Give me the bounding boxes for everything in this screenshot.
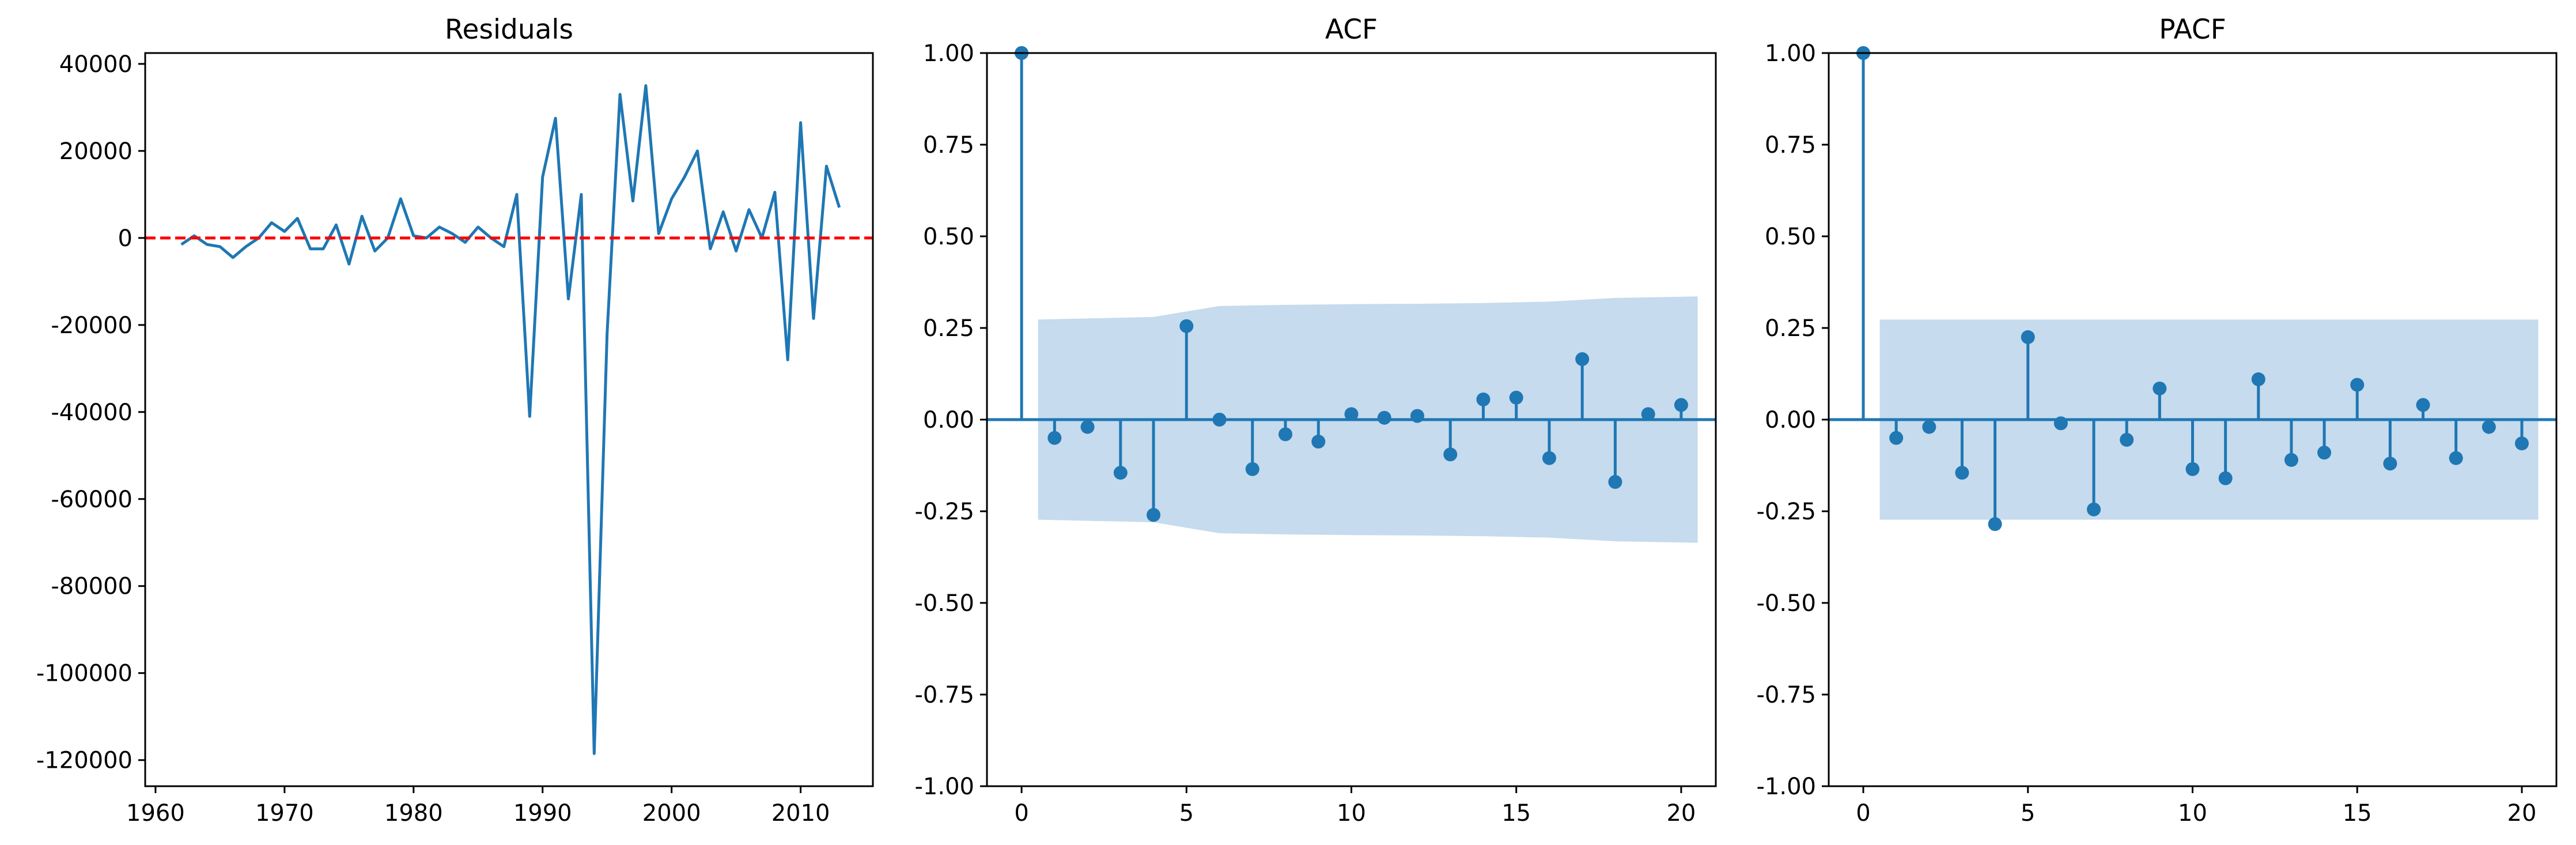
stem-marker [1047, 431, 1062, 445]
stem-marker [1410, 409, 1424, 423]
stem-marker [2514, 436, 2529, 451]
stem-marker [2053, 416, 2068, 431]
stem-marker [2218, 471, 2233, 485]
chart-title: Residuals [445, 14, 573, 46]
x-tick-label: 2010 [771, 800, 830, 827]
acf-panel: 0 5 10 15 20 1.00 0.75 0.50 0.25 0.00 -0.25 -0.50 -0… [915, 14, 1717, 827]
y-tick-label: 20000 [59, 138, 133, 165]
axes-frame [144, 52, 874, 787]
y-tick-label: -60000 [51, 486, 133, 513]
stem-marker [1212, 413, 1227, 427]
stem-marker [2350, 378, 2365, 392]
x-tick-label: 1980 [384, 800, 443, 827]
x-tick-label: 10 [2178, 800, 2207, 827]
stem-marker [1179, 319, 1194, 333]
residual-line [180, 84, 841, 755]
stem-marker [1509, 390, 1523, 405]
x-tick-label: 1960 [126, 800, 185, 827]
stem-marker [1674, 398, 1688, 412]
stem-marker [1377, 410, 1391, 425]
stem-marker [1344, 407, 1359, 421]
stem-marker [1542, 451, 1556, 465]
y-tick-label: -0.50 [1757, 590, 1817, 617]
stem-marker [2251, 372, 2265, 387]
stem-marker [1443, 447, 1458, 462]
stem-marker [2482, 420, 2496, 434]
y-tick-label: 0.75 [1765, 132, 1816, 159]
stem-marker [2383, 457, 2397, 471]
stem-marker [1955, 466, 1969, 480]
y-tick-label: 0.75 [923, 132, 974, 159]
y-tick-label: -0.25 [915, 499, 975, 525]
y-tick-label: -0.75 [915, 682, 975, 708]
stem-marker [1278, 427, 1293, 442]
stem-marker [2185, 462, 2200, 476]
y-tick-label: 0.50 [923, 224, 974, 250]
y-tick-label: -0.75 [1757, 682, 1817, 708]
x-tick-label: 0 [1856, 800, 1870, 827]
stem-marker [1575, 352, 1590, 367]
y-tick-label: -0.25 [1757, 499, 1817, 525]
chart-title: ACF [1325, 14, 1378, 46]
y-tick-label: -0.50 [915, 590, 975, 617]
stem-marker [1889, 431, 1904, 445]
y-tick-label: -80000 [51, 574, 133, 600]
y-tick-label: -100000 [36, 661, 133, 687]
stem-marker [1113, 466, 1128, 480]
y-tick-label: 0.25 [1765, 315, 1816, 342]
x-tick-label: 5 [2021, 800, 2035, 827]
y-tick-label: 0.00 [923, 407, 974, 433]
y-tick-label: 0.50 [1765, 224, 1816, 250]
x-tick-label: 15 [1501, 800, 1531, 827]
stem-marker [1922, 420, 1936, 434]
x-tick-label: 5 [1179, 800, 1194, 827]
y-tick-label: 40000 [59, 51, 133, 78]
x-tick-label: 10 [1337, 800, 1366, 827]
y-tick-label: -120000 [36, 748, 133, 774]
x-tick-label: 1990 [513, 800, 572, 827]
y-tick-label: 0.25 [923, 315, 974, 342]
plot-area [1829, 53, 2556, 525]
stem-marker [2317, 446, 2332, 460]
y-tick-label: -1.00 [1757, 774, 1817, 800]
x-tick-label: 20 [1666, 800, 1696, 827]
y-tick-label: 0.00 [1765, 407, 1816, 433]
stem-marker [1641, 407, 1655, 421]
y-tick-label: -40000 [51, 399, 133, 426]
chart-title: PACF [2159, 14, 2226, 46]
x-tick-label: 1970 [255, 800, 314, 827]
stem-marker [1988, 517, 2002, 531]
stem-marker [1476, 393, 1491, 407]
stem-marker [1147, 508, 1161, 522]
y-tick-label: 0 [118, 225, 133, 252]
stem-marker [2153, 381, 2167, 395]
stem-marker [2449, 451, 2463, 465]
stem-marker [1311, 435, 1326, 449]
x-tick-label: 2000 [642, 800, 701, 827]
pacf-panel: 0 5 10 15 20 1.00 0.75 0.50 0.25 0.00 -0.25 -0.50 -0… [1757, 14, 2558, 827]
plot-area [145, 84, 873, 755]
residuals-panel: 1960 1970 1980 1990 2000 2010 40000 20000 0 -2000… [36, 14, 874, 827]
x-tick-label: 20 [2507, 800, 2537, 827]
stem-marker [2087, 502, 2101, 516]
y-tick-label: -1.00 [915, 774, 975, 800]
y-tick-label: 1.00 [923, 40, 974, 67]
y-tick-label: -20000 [51, 312, 133, 339]
plot-area [987, 53, 1716, 543]
stem-marker [1245, 462, 1259, 476]
x-tick-label: 15 [2343, 800, 2372, 827]
stem-marker [2416, 398, 2430, 412]
stem-marker [2021, 330, 2035, 344]
stem-marker [2120, 432, 2134, 447]
x-tick-label: 0 [1014, 800, 1028, 827]
stem-marker [2284, 452, 2298, 467]
y-tick-label: 1.00 [1765, 40, 1816, 67]
stem-marker [1608, 475, 1622, 489]
stem-marker [1080, 420, 1095, 434]
